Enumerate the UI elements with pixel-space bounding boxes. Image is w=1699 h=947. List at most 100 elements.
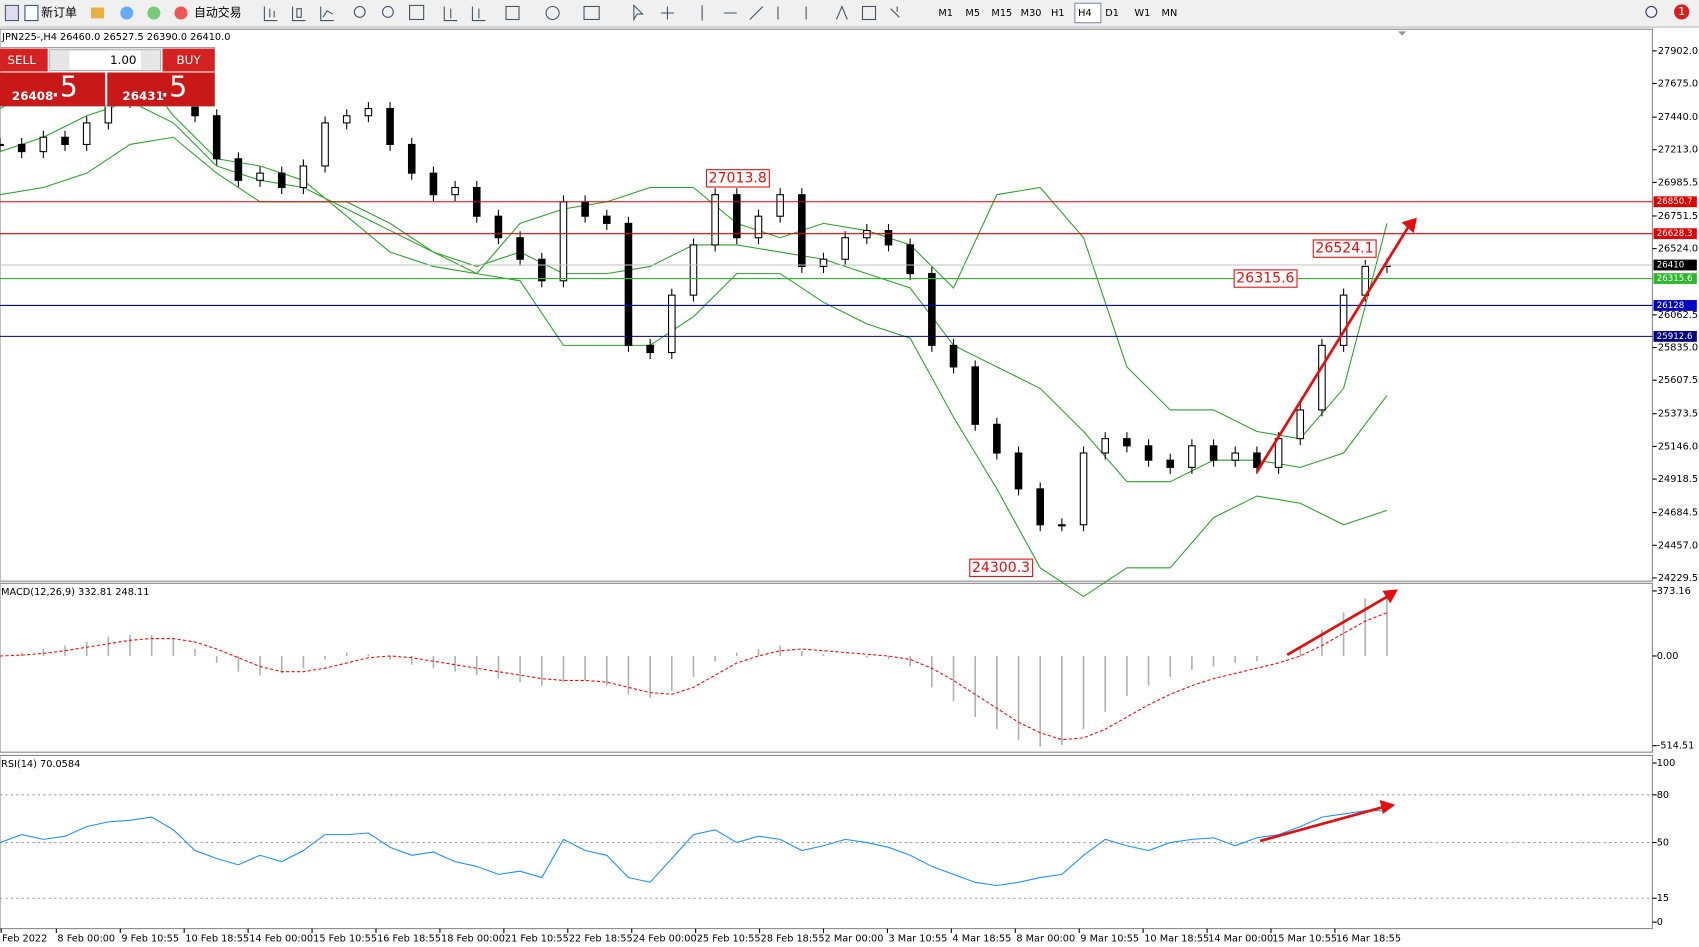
price-annotation-box	[1233, 269, 1298, 288]
candle	[494, 215, 503, 239]
buy-button[interactable]	[162, 48, 215, 72]
y-tick-label: 27213.0	[1658, 145, 1698, 156]
symbol-info: JPN225-,H4 26460.0 26527.5 26390.0 26410…	[1, 32, 230, 43]
timeframe-selected[interactable]	[1074, 2, 1102, 24]
icon[interactable]	[381, 5, 394, 18]
new-order-icon[interactable]	[24, 4, 39, 22]
x-tick-label: 16 Mar 18:55	[1336, 933, 1401, 944]
candle	[1079, 452, 1088, 526]
x-tick-label: 10 Feb 18:55	[185, 933, 249, 944]
shift-marker	[1397, 31, 1407, 36]
x-tick-label: 28 Feb 18:55	[761, 933, 825, 944]
icon[interactable]	[861, 5, 877, 21]
icon[interactable]	[91, 7, 105, 19]
candle	[299, 165, 308, 189]
auto-trading-icon[interactable]	[174, 6, 188, 20]
timeframe[interactable]: M30	[1021, 8, 1042, 19]
search-icon[interactable]	[1645, 5, 1658, 18]
bid-pip[interactable]: .5	[51, 71, 78, 104]
candle	[733, 194, 741, 239]
arrow-head	[1382, 589, 1399, 604]
icon[interactable]	[660, 6, 674, 20]
icon[interactable]	[320, 6, 334, 22]
bid-box[interactable]	[0, 72, 106, 107]
tool-icons[interactable]	[263, 4, 900, 22]
candle	[0, 143, 4, 147]
price-annotation: 26315.6	[1236, 271, 1294, 287]
icon[interactable]	[263, 6, 278, 22]
badge-count: 1	[1678, 5, 1685, 18]
main-chart: 27902.0 27675.0 27440.0 27213.0 26985.5 26751…	[0, 46, 1698, 598]
price-label-bg	[1653, 330, 1697, 342]
icon[interactable]	[701, 5, 807, 21]
x-tick-label: 14 Feb 00:00	[249, 933, 313, 944]
icon[interactable]	[443, 6, 458, 22]
arrow-head	[1401, 217, 1417, 234]
lot-input[interactable]	[49, 49, 161, 71]
time-axis: Feb 2022 8 Feb 00:00 9 Feb 10:55 10 Feb 18:…	[0, 928, 1401, 944]
arrow	[1286, 591, 1395, 656]
notification-badge[interactable]	[1674, 4, 1690, 20]
icon[interactable]	[120, 6, 134, 20]
rsi-line	[0, 810, 1387, 887]
ask-price[interactable]: 26431	[122, 89, 163, 103]
timeframe[interactable]: W1	[1134, 8, 1150, 19]
icon[interactable]	[633, 4, 644, 22]
arrow-head	[1379, 800, 1396, 815]
candle	[624, 222, 633, 346]
icon[interactable]	[4, 4, 19, 22]
icon[interactable]	[545, 5, 560, 21]
timeframe[interactable]: MN	[1162, 8, 1178, 19]
icon[interactable]	[147, 6, 161, 20]
bid-price[interactable]: 26408	[12, 89, 53, 103]
icon[interactable]	[292, 6, 306, 22]
candle	[82, 122, 91, 145]
lot-up[interactable]	[140, 50, 160, 70]
candle	[906, 244, 914, 275]
price-annotation-box	[1312, 239, 1377, 258]
candle	[754, 215, 763, 239]
timeframe[interactable]: H4	[1078, 8, 1092, 19]
y-tick-label: -514.51	[1657, 741, 1695, 752]
sell-button[interactable]	[0, 48, 48, 72]
price-label-bg	[1653, 300, 1697, 311]
lot-down[interactable]	[50, 50, 70, 70]
candle	[1318, 344, 1326, 411]
timeframe[interactable]: D1	[1105, 8, 1119, 19]
new-order[interactable]: 新订单	[41, 5, 77, 19]
macd-frame	[0, 582, 1653, 753]
icon[interactable]	[471, 6, 486, 22]
macd-signal	[0, 612, 1388, 741]
timeframe[interactable]: M1	[938, 8, 953, 19]
candle	[819, 258, 828, 267]
auto-trading[interactable]: 自动交易	[194, 5, 242, 19]
sell-label[interactable]: SELL	[7, 53, 36, 67]
icon[interactable]	[353, 5, 366, 18]
candle	[516, 237, 524, 260]
lot-value[interactable]: 1.00	[110, 53, 137, 67]
icon[interactable]	[409, 4, 425, 21]
buy-label[interactable]: BUY	[176, 53, 201, 67]
x-tick-label: 22 Feb 18:55	[569, 933, 633, 944]
timeframe[interactable]: M15	[991, 8, 1012, 19]
ask-pip[interactable]: .5	[160, 71, 187, 104]
icon[interactable]	[505, 5, 520, 21]
y-tick-label: 25146.0	[1658, 441, 1698, 452]
icon[interactable]	[835, 5, 848, 20]
timeframe[interactable]: M5	[965, 8, 980, 19]
macd-chart: MACD(12,26,9) 332.81 248.11 373.16 0.00 -51…	[0, 586, 1694, 752]
candle	[1339, 294, 1348, 346]
icon[interactable]	[583, 5, 600, 21]
candle	[256, 172, 264, 181]
rsi-chart: RSI(14) 70.0584 100 80 50 15 0	[0, 758, 1675, 928]
y-tick-label: 25607.5	[1658, 375, 1698, 386]
candle	[1209, 445, 1218, 461]
timeframe[interactable]: H1	[1051, 8, 1065, 19]
price-label-bg	[1653, 196, 1697, 208]
y-tick-label: 80	[1657, 790, 1669, 801]
arrow	[1259, 803, 1391, 843]
icon[interactable]	[890, 6, 900, 18]
ask-box[interactable]	[107, 72, 215, 107]
candle	[884, 230, 893, 246]
x-tick-label: 8 Mar 00:00	[1016, 933, 1075, 944]
